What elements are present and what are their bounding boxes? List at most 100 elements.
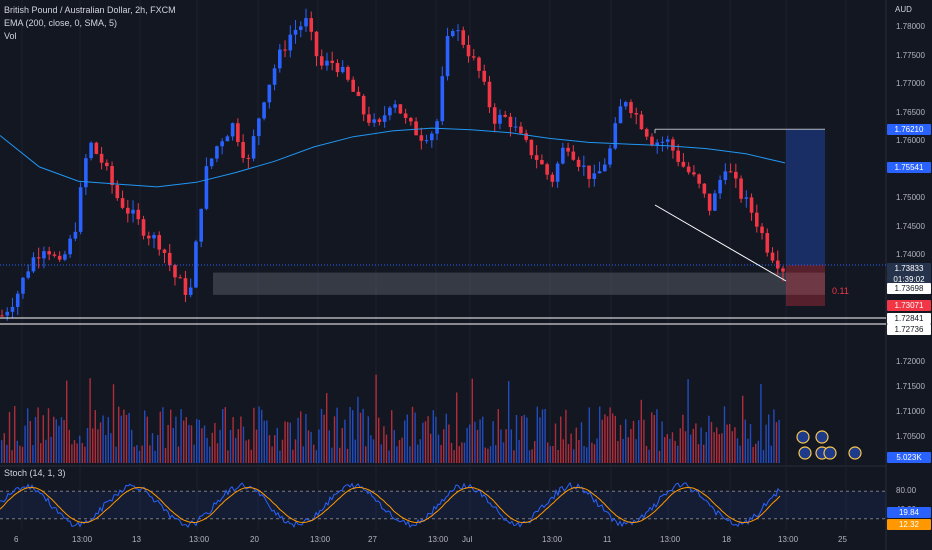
volume-bar [193,444,195,463]
volume-bar [489,446,492,463]
time-tick: Jul [462,535,473,544]
candle [246,157,251,159]
volume-bar [24,425,26,463]
volume-bar [682,414,684,463]
candle [487,81,492,108]
volume-bar [604,414,606,463]
ema-legend[interactable]: EMA (200, close, 0, SMA, 5) [4,18,118,28]
candle [68,238,72,255]
candle [419,135,424,141]
volume-bar [190,425,193,463]
volume-bar [497,409,499,463]
volume-bar [513,450,515,463]
ema-200 [0,127,786,188]
volume-bar [557,449,559,463]
volume-bar [357,396,359,463]
volume-bar [539,417,541,463]
volume-bar [320,408,323,463]
stoch-d-label: 12.32 [887,518,931,530]
candle [508,116,513,128]
event-icon[interactable] [823,446,837,460]
volume-bar [107,417,109,463]
volume-bar [318,429,320,463]
volume-bar [105,435,107,463]
price-label: 1.73698 [887,282,931,294]
volume-bar [170,409,172,463]
volume-bar [362,408,364,463]
volume-bar [245,440,247,463]
volume-bar [469,424,471,463]
volume-bar [118,406,120,463]
candle [183,278,188,295]
trendline [654,204,787,282]
candle [120,198,125,208]
volume-bar [554,423,557,463]
candle [671,139,675,151]
volume-bar [713,432,715,463]
support-zone [213,272,825,295]
event-icon[interactable] [848,446,862,460]
candle [602,164,607,172]
volume-bar [133,446,135,463]
time-tick: 27 [368,535,377,544]
volume-bar [112,384,115,463]
volume-bar [518,439,520,463]
chart-title: British Pound / Australian Dollar, 2h, F… [4,5,176,15]
stoch-legend[interactable]: Stoch (14, 1, 3) [4,468,66,478]
volume-bar [729,424,731,463]
volume-bar [110,433,112,463]
price-label: 1.75541 [887,161,931,173]
time-tick: 13:00 [189,535,210,544]
volume-bar [705,432,707,463]
candle [592,173,597,179]
event-icon[interactable] [798,446,812,460]
price-tick: 1.76000 [896,136,925,146]
event-icons[interactable] [796,430,862,460]
volume-bar [164,447,167,463]
event-icon[interactable] [796,430,810,444]
candle [403,113,408,118]
volume-bar [773,409,775,463]
volume-bar [66,380,68,463]
time-tick: 13:00 [72,535,93,544]
event-icon[interactable] [815,430,829,444]
candle [377,119,382,122]
volume-bar [53,416,55,463]
volume-bar [391,410,393,463]
price-tick: 1.71000 [896,407,925,416]
volume-bar [175,416,177,463]
candle [623,102,628,107]
candle [63,254,67,260]
volume-bars [1,374,780,463]
volume-bar [552,446,554,463]
vol-legend[interactable]: Vol [4,31,17,41]
volume-bar [89,378,91,463]
volume-bar [365,446,367,463]
candle [21,277,25,294]
candle [31,257,36,272]
volume-bar [458,446,460,463]
volume-bar [625,419,627,463]
volume-bar [144,410,146,463]
candle [136,209,141,220]
candle [5,311,10,316]
price-tick: 1.77500 [896,50,925,60]
volume-bar [274,435,276,463]
volume-bar [6,444,8,463]
volume-bar [531,449,533,463]
candle [597,171,602,174]
time-tick: 13:00 [542,535,563,544]
volume-bar [380,444,382,463]
candle [152,235,156,239]
volume-bar [565,409,567,463]
volume-bar [84,446,86,463]
candle [534,155,539,160]
volume-bar [302,446,304,463]
volume-bar [219,429,221,463]
candle [665,139,670,142]
volume-bar [495,445,497,463]
candle [445,36,450,77]
volume-bar [294,439,297,463]
volume-bar [648,449,650,463]
